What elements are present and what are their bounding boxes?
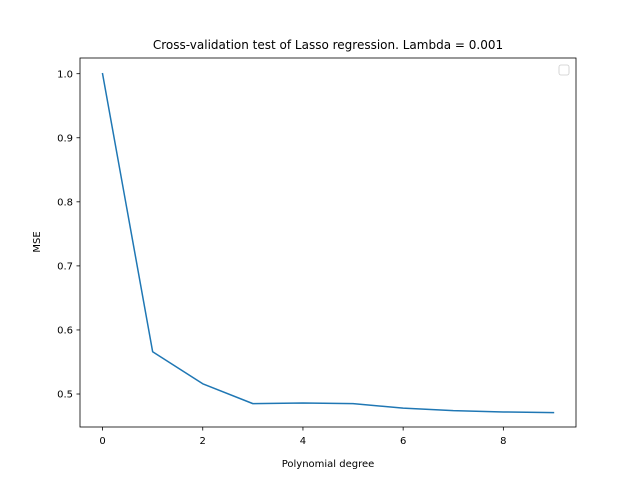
x-tick-label: 6 bbox=[400, 436, 406, 447]
y-tick-label: 0.6 bbox=[57, 326, 73, 337]
y-tick-label: 0.9 bbox=[57, 133, 73, 144]
x-axis-label: Polynomial degree bbox=[282, 459, 375, 470]
y-tick-label: 1.0 bbox=[57, 69, 73, 80]
legend-box bbox=[558, 64, 570, 76]
plot-area bbox=[79, 57, 577, 428]
x-tick-label: 2 bbox=[200, 436, 206, 447]
chart-title: Cross-validation test of Lasso regressio… bbox=[153, 38, 503, 52]
y-axis-label: MSE bbox=[32, 231, 43, 252]
x-tick-label: 0 bbox=[99, 436, 105, 447]
plot-background bbox=[80, 58, 576, 427]
series-layer bbox=[101, 72, 555, 414]
axes-frame bbox=[79, 57, 577, 428]
y-tick-label: 0.8 bbox=[57, 197, 73, 208]
y-axis: 0.5 0.6 0.7 0.8 0.9 1.0 bbox=[57, 69, 80, 401]
series-line-0 bbox=[101, 72, 555, 414]
x-tick-label: 8 bbox=[500, 436, 506, 447]
y-tick-label: 0.5 bbox=[57, 390, 73, 401]
legend bbox=[558, 64, 570, 76]
x-axis: 0 2 4 6 8 bbox=[99, 427, 507, 447]
y-tick-label: 0.7 bbox=[57, 261, 73, 272]
x-tick-label: 4 bbox=[300, 436, 306, 447]
